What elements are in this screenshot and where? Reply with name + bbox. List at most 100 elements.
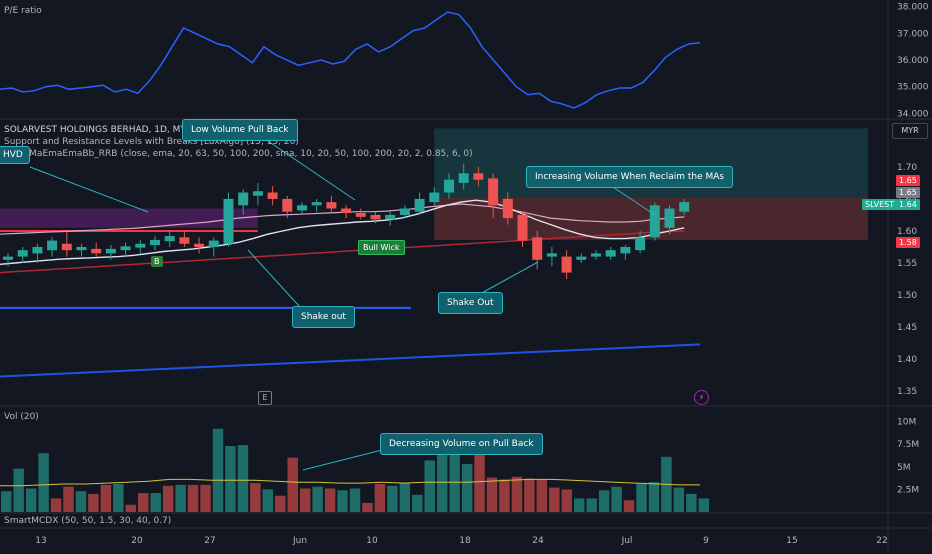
volume-bar-26 [324,488,336,512]
volume-bar-41 [511,476,523,512]
candle-body-19 [282,198,293,212]
x-tick-label-2: 27 [204,536,215,546]
candle-body-12 [179,237,190,244]
smartmcdx-label: SmartMCDX (50, 50, 1.5, 30, 40, 0.7) [4,516,172,526]
volume-tick-label-3: 2.5M [897,485,919,495]
candle-body-1 [17,250,28,257]
price-tag-last: 1.64 [896,199,920,210]
volume-bar-5 [63,486,74,512]
candle-body-39 [576,256,587,260]
candle-body-35 [517,214,528,241]
volume-tick-label-2: 5M [897,463,911,473]
callout-pointer-shake-out-lower [247,249,301,308]
price-tick-label-5: 1.45 [897,323,917,333]
volume-bar-6 [75,491,87,512]
candle-body-3 [47,240,58,251]
callout-pointer-decreasing-volume [302,447,391,471]
volume-bar-9 [113,483,124,512]
candle-body-5 [76,246,87,251]
candle-body-0 [3,256,13,260]
callout-pointer-low-volume [261,136,356,201]
candle-body-26 [385,214,396,220]
indicator-line-2: MaBbMaEmaEmaBb_RRB (close, ema, 20, 63, … [4,149,473,159]
callout-increasing-volume: Increasing Volume When Reclaim the MAs [526,166,734,188]
volume-bar-37 [461,464,473,512]
candle-body-37 [546,253,557,257]
callout-shake-out-lower: Shake out [292,306,355,328]
volume-label: Vol (20) [4,412,39,422]
pe-tick-label-1: 37.000 [897,29,929,39]
price-tick-label-0: 1.70 [897,163,917,173]
currency-button[interactable]: MYR [892,123,928,139]
volume-bar-25 [312,486,323,512]
volume-bar-34 [424,460,435,512]
pe-ratio-line [0,11,701,109]
earnings-icon[interactable]: E [258,391,272,405]
price-tick-label-7: 1.35 [897,387,917,397]
volume-bar-46 [573,498,585,512]
volume-tick-label-0: 10M [897,418,916,428]
candle-body-31 [458,173,469,183]
volume-bar-10 [125,504,137,512]
indicator-line-1: Support and Resistance Levels with Break… [4,137,299,147]
volume-bar-36 [449,439,460,512]
volume-bar-51 [636,483,647,512]
callout-pointer-shake-out-upper [479,261,539,295]
symbol-title: SOLARVEST HOLDINGS BERHAD, 1D, MYX, Heik… [4,125,248,135]
candle-body-40 [591,253,601,257]
bull-wick-badge: Bull Wick [358,240,405,255]
candle-body-42 [620,246,631,254]
volume-bar-8 [100,484,112,512]
candle-body-7 [105,248,116,254]
volume-bar-0 [1,491,12,512]
volume-bar-55 [686,493,697,512]
volume-bar-23 [287,457,298,512]
candle-body-16 [238,192,249,206]
long-ma-line [0,343,701,378]
volume-bar-13 [162,485,174,512]
volume-bar-48 [598,490,610,512]
candle-body-2 [32,246,43,254]
price-tag-high: 1.65 [896,175,920,186]
candle-body-32 [473,173,484,180]
candle-body-22 [326,202,337,209]
volume-bar-1 [13,468,24,512]
price-tag-low: 1.58 [896,237,920,248]
candle-body-29 [429,192,440,203]
candle-body-9 [135,243,146,248]
candle-body-30 [444,179,454,193]
candle-body-6 [91,248,102,254]
volume-bar-40 [499,479,510,512]
x-tick-label-9: 15 [786,536,797,546]
volume-bar-27 [337,490,348,512]
dividend-flash-icon[interactable]: ⚡ [694,390,709,405]
volume-bar-32 [399,483,411,512]
volume-bar-42 [524,478,535,512]
volume-bar-54 [673,487,685,512]
x-tick-label-10: 22 [876,536,887,546]
candle-body-43 [635,237,646,251]
candle-body-15 [223,198,234,244]
callout-pointer-increasing-volume [609,184,656,216]
volume-bar-45 [561,489,572,512]
pe-tick-label-0: 38.000 [897,3,929,13]
x-tick-label-0: 13 [35,536,46,546]
volume-bar-31 [387,485,398,512]
volume-bar-30 [374,483,386,512]
volume-bar-12 [150,493,161,512]
candle-body-44 [649,205,660,238]
candle-body-17 [252,191,263,196]
volume-bar-39 [486,477,498,512]
volume-bar-24 [299,488,311,512]
candle-body-8 [120,246,131,251]
volume-bar-3 [38,453,49,512]
candle-body-21 [311,202,322,206]
candle-body-34 [502,198,513,219]
volume-bar-38 [474,454,485,512]
pe-tick-label-3: 35.000 [897,83,929,93]
candle-body-25 [370,214,381,220]
x-tick-label-6: 24 [532,536,544,546]
candle-body-10 [150,239,160,246]
